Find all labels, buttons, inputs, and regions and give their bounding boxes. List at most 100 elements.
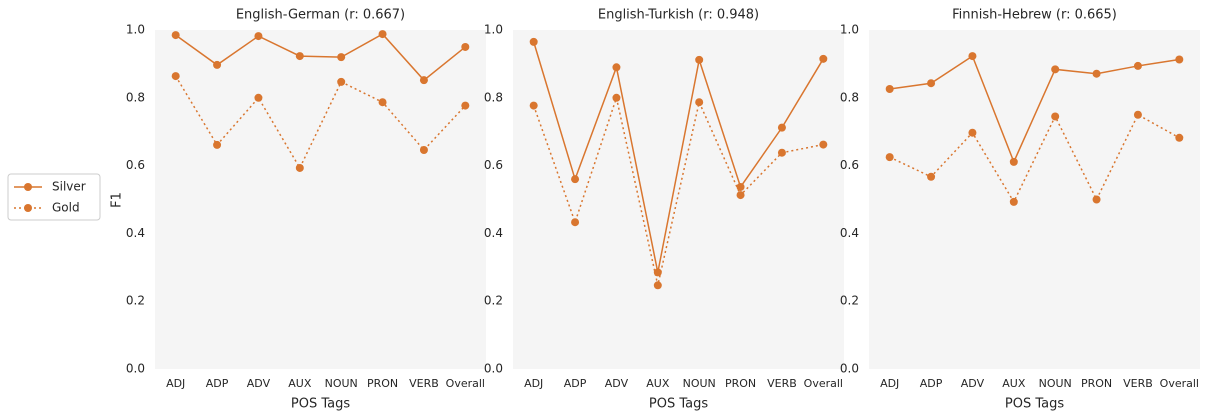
x-tick-label: Overall (804, 377, 843, 390)
point (736, 182, 745, 191)
point (171, 31, 180, 40)
line (889, 113, 1180, 204)
x-tick-label: AUX (646, 377, 670, 390)
x-tick-label: PRON (367, 377, 398, 390)
point (819, 140, 828, 149)
point (927, 172, 936, 181)
y-tick-label: 0.2 (840, 294, 859, 308)
line (532, 41, 824, 273)
y-tick-label: 0.8 (840, 90, 859, 104)
point (736, 191, 745, 200)
x-tick-label: NOUN (325, 377, 358, 390)
x-axis-label: POS Tags (649, 397, 708, 412)
chart-title: English-Turkish (r: 0.948) (598, 8, 759, 23)
y-tick-label: 0.6 (840, 158, 859, 172)
x-tick-label: VERB (1123, 377, 1153, 390)
point (419, 146, 428, 155)
point (571, 218, 580, 227)
x-tick-label: ADV (961, 377, 985, 390)
y-tick-label: 0.8 (484, 90, 503, 104)
point (777, 148, 786, 157)
point (1133, 61, 1142, 70)
x-tick-label: ADJ (524, 377, 543, 390)
point (254, 93, 263, 102)
point (1051, 65, 1060, 74)
point (612, 63, 621, 72)
x-tick-label: VERB (409, 377, 439, 390)
point (695, 55, 704, 64)
point (1175, 55, 1184, 64)
y-tick-label: 0.0 (484, 362, 503, 376)
y-tick-label: 1.0 (484, 23, 503, 37)
point (337, 77, 346, 86)
y-tick-label: 0.2 (126, 294, 145, 308)
x-tick-label: NOUN (1039, 377, 1072, 390)
line (175, 33, 466, 82)
point (213, 140, 222, 149)
point (1051, 112, 1060, 121)
y-tick-label: 0.4 (126, 226, 145, 240)
point (695, 98, 704, 107)
point (1133, 110, 1142, 119)
x-tick-label: AUX (1002, 377, 1026, 390)
point (378, 98, 387, 107)
x-tick-label: PRON (1081, 377, 1112, 390)
legend-label: Gold (52, 201, 80, 215)
y-tick-label: 0.6 (484, 158, 503, 172)
point (1175, 133, 1184, 142)
point (295, 163, 304, 172)
line (175, 75, 466, 170)
point (461, 42, 470, 51)
point (254, 32, 263, 41)
y-tick-label: 1.0 (126, 23, 145, 37)
point (337, 53, 346, 62)
point (968, 128, 977, 137)
y-tick-label: 1.0 (840, 23, 859, 37)
plot-area (513, 30, 844, 369)
point (777, 123, 786, 132)
point (1092, 195, 1101, 204)
x-axis-label: POS Tags (1005, 397, 1064, 412)
y-tick-label: 0.8 (126, 90, 145, 104)
point (571, 175, 580, 184)
x-tick-label: ADP (920, 377, 943, 390)
point (171, 72, 180, 81)
x-axis-label: POS Tags (291, 397, 350, 412)
plot-area (869, 30, 1200, 369)
x-tick-label: ADJ (166, 377, 185, 390)
x-tick-label: ADP (564, 377, 587, 390)
point (612, 93, 621, 102)
chart-title: English-German (r: 0.667) (236, 8, 405, 23)
chart-title: Finnish-Hebrew (r: 0.665) (952, 8, 1117, 23)
point (461, 101, 470, 110)
y-tick-label: 0.2 (484, 294, 503, 308)
point (885, 153, 894, 162)
y-tick-label: 0.0 (840, 362, 859, 376)
point (295, 52, 304, 61)
legend-marker (24, 204, 32, 212)
x-tick-label: ADV (247, 377, 271, 390)
point (1009, 157, 1018, 166)
point (885, 84, 894, 93)
point (1009, 197, 1018, 206)
point (927, 79, 936, 88)
x-tick-label: ADV (605, 377, 629, 390)
point (529, 101, 538, 110)
y-tick-label: 0.6 (126, 158, 145, 172)
y-tick-label: 0.0 (126, 362, 145, 376)
y-tick-label: 0.4 (840, 226, 859, 240)
point (378, 30, 387, 39)
line (889, 54, 1180, 164)
legend-label: Silver (52, 180, 86, 194)
y-axis-label: F1 (110, 192, 125, 208)
y-tick-label: 0.4 (484, 226, 503, 240)
x-tick-label: VERB (767, 377, 797, 390)
x-tick-label: Overall (1160, 377, 1199, 390)
legend-marker (24, 183, 32, 191)
point (213, 60, 222, 69)
point (819, 54, 828, 63)
x-tick-label: AUX (288, 377, 312, 390)
x-tick-label: ADJ (880, 377, 899, 390)
line (532, 94, 824, 286)
